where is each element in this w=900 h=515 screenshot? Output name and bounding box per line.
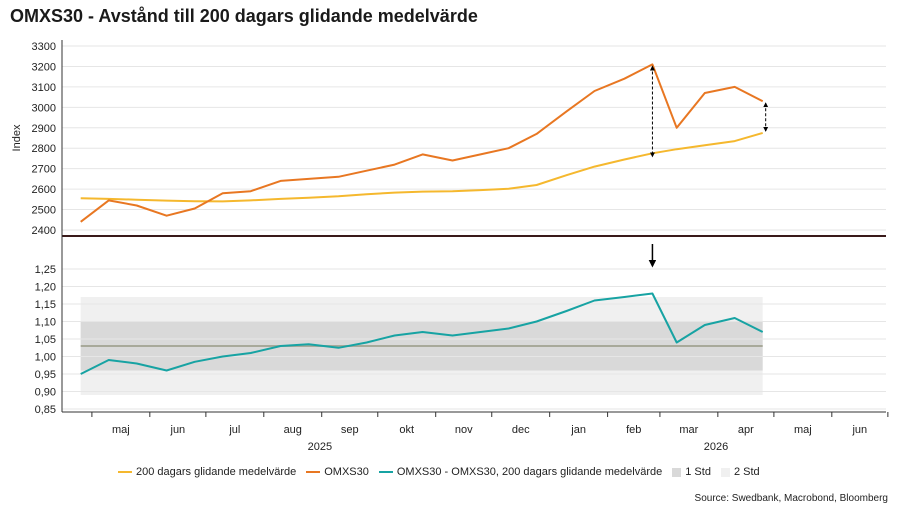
legend-label-std2: 2 Std <box>733 466 760 478</box>
legend-swatch-std2 <box>720 467 730 477</box>
x-month-label: mar <box>679 424 698 436</box>
legend-swatch-omxs30 <box>306 471 321 473</box>
legend-item-std2: 2 Std <box>720 466 760 478</box>
x-year-label: 2026 <box>704 441 728 453</box>
legend-item-omxs30: OMXS30 <box>306 466 369 478</box>
legend: 200 dagars glidande medelvärde OMXS30 OM… <box>118 466 770 478</box>
x-month-label: jan <box>570 424 586 436</box>
bottom-y-tick-label: 1,25 <box>35 264 56 276</box>
bottom-y-tick-label: 1,05 <box>35 334 56 346</box>
legend-item-std1: 1 Std <box>672 466 711 478</box>
top-y-tick-label: 3000 <box>32 102 56 114</box>
x-month-label: jun <box>170 424 186 436</box>
legend-label-omxs30: OMXS30 <box>324 466 369 478</box>
legend-label-std1: 1 Std <box>685 466 711 478</box>
bottom-y-tick-label: 1,15 <box>35 299 56 311</box>
legend-swatch-std1 <box>672 467 682 477</box>
top-y-tick-label: 3300 <box>32 41 56 53</box>
bottom-y-tick-label: 1,20 <box>35 282 56 294</box>
top-y-tick-label: 2600 <box>32 184 56 196</box>
top-y-tick-label: 3200 <box>32 61 56 73</box>
top-y-tick-label: 2900 <box>32 123 56 135</box>
x-month-label: nov <box>455 424 473 436</box>
x-month-label: jul <box>228 424 240 436</box>
x-month-label: okt <box>399 424 414 436</box>
legend-label-ma200: 200 dagars glidande medelvärde <box>136 466 297 478</box>
bottom-y-tick-label: 0,90 <box>35 387 56 399</box>
chart-title: OMXS30 - Avstånd till 200 dagars glidand… <box>10 6 478 26</box>
ma200-line <box>80 131 763 203</box>
legend-item-ma200: 200 dagars glidande medelvärde <box>118 466 296 478</box>
top-y-tick-label: 2800 <box>32 143 56 155</box>
legend-label-diff: OMXS30 - OMXS30, 200 dagars glidande med… <box>396 466 663 478</box>
bottom-y-tick-label: 1,10 <box>35 317 56 329</box>
omxs30-line <box>80 63 764 223</box>
x-month-label: maj <box>112 424 130 436</box>
x-month-label: dec <box>512 424 530 436</box>
bottom-y-tick-label: 1,00 <box>35 352 56 364</box>
x-month-label: feb <box>626 424 641 436</box>
top-y-tick-label: 2400 <box>32 225 56 237</box>
legend-item-diff: OMXS30 - OMXS30, 200 dagars glidande med… <box>378 466 663 478</box>
x-month-label: aug <box>284 424 302 436</box>
top-y-tick-label: 3100 <box>32 82 56 94</box>
source-note: Source: Swedbank, Macrobond, Bloomberg <box>694 493 888 504</box>
diff-line <box>80 292 764 375</box>
x-month-label: sep <box>341 424 359 436</box>
top-y-tick-label: 2700 <box>32 164 56 176</box>
top-y-tick-label: 2500 <box>32 205 56 217</box>
bottom-y-tick-label: 0,95 <box>35 369 56 381</box>
legend-swatch-diff <box>378 471 393 473</box>
top-y-axis-label: Index <box>11 124 23 151</box>
x-month-label: jun <box>851 424 867 436</box>
x-month-label: apr <box>738 424 754 436</box>
x-year-label: 2025 <box>308 441 332 453</box>
x-month-label: maj <box>794 424 812 436</box>
legend-swatch-ma200 <box>118 471 132 473</box>
bottom-y-tick-label: 0,85 <box>35 404 56 416</box>
